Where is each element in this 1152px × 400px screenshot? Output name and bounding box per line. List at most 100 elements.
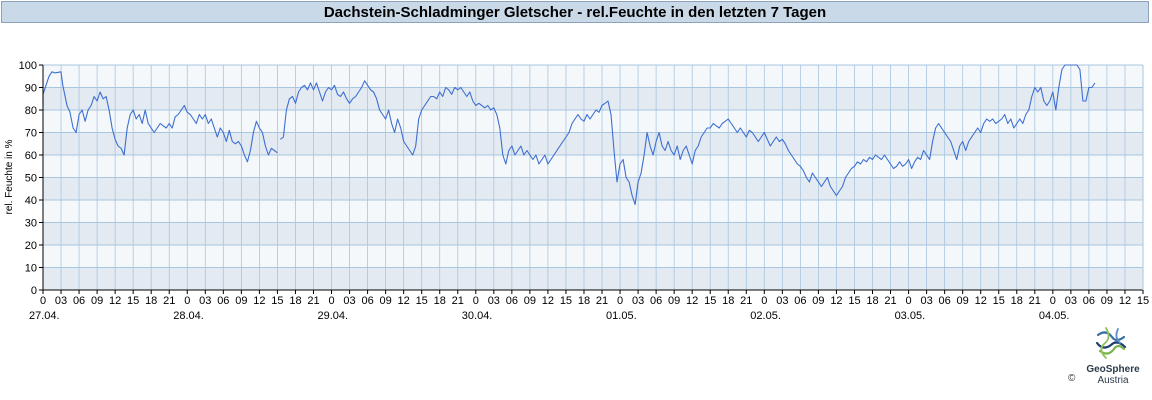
y-tick-labels: 0 10 20 30 40 50 60 70 80 90 100: [19, 60, 37, 297]
x-tick-label: 03: [488, 295, 500, 307]
x-tick-label: 0: [617, 295, 623, 307]
x-tick-label: 12: [542, 295, 554, 307]
x-tick-label: 06: [217, 295, 229, 307]
x-tick-label: 12: [253, 295, 265, 307]
day-labels: 27.04. 28.04. 29.04. 30.04. 01.05. 02.05. 03.0…: [29, 310, 1069, 322]
x-tick-label: 21: [884, 295, 896, 307]
day-label: 01.05.: [606, 310, 637, 322]
x-tick-label: 06: [506, 295, 518, 307]
y-axis-label: rel. Feuchte in %: [4, 139, 15, 214]
series-layer: [42, 64, 1096, 206]
x-tick-label: 0: [906, 295, 912, 307]
x-tick-label: 18: [289, 295, 301, 307]
band-40: [43, 177, 1143, 200]
x-tick-label: 09: [235, 295, 247, 307]
band-20: [43, 222, 1143, 245]
band-60: [43, 132, 1143, 155]
y-tick-label: 30: [25, 218, 37, 230]
x-tick-label: 18: [434, 295, 446, 307]
geosphere-logo-icon: [1095, 327, 1127, 359]
x-tick-label: 18: [722, 295, 734, 307]
day-label: 02.05.: [750, 310, 781, 322]
band-80: [43, 87, 1143, 110]
x-tick-label: 15: [704, 295, 716, 307]
day-label: 28.04.: [173, 310, 204, 322]
x-tick-label: 09: [1101, 295, 1113, 307]
y-tick-label: 20: [25, 240, 37, 252]
y-tick-label: 70: [25, 128, 37, 140]
band-90: [43, 65, 1143, 88]
x-tick-label: 03: [920, 295, 932, 307]
x-tick-label: 21: [307, 295, 319, 307]
humidity-line-segment: [42, 71, 278, 163]
y-tick-label: 80: [25, 105, 37, 117]
band-0: [43, 267, 1143, 290]
x-tick-label: 18: [145, 295, 157, 307]
x-tick-label: 12: [1119, 295, 1131, 307]
y-tick-label: 50: [25, 173, 37, 185]
x-tick-label: 21: [163, 295, 175, 307]
x-tick-label: 09: [524, 295, 536, 307]
day-label: 27.04.: [29, 310, 60, 322]
x-tick-label: 0: [761, 295, 767, 307]
x-tick-label: 15: [848, 295, 860, 307]
band-30: [43, 200, 1143, 223]
x-tick-label: 21: [596, 295, 608, 307]
x-tick-label: 0: [473, 295, 479, 307]
background-bands: [43, 65, 1143, 290]
x-tick-label: 09: [668, 295, 680, 307]
x-tick-label: 0: [1050, 295, 1056, 307]
logo-name-line1: GeoSphere: [1086, 364, 1140, 375]
x-tick-label: 15: [1137, 295, 1149, 307]
x-tick-label: 03: [1065, 295, 1077, 307]
x-tick-label: 15: [127, 295, 139, 307]
x-tick-label: 06: [1083, 295, 1095, 307]
x-tick-label: 03: [199, 295, 211, 307]
x-tick-label: 12: [830, 295, 842, 307]
x-tick-label: 12: [109, 295, 121, 307]
x-tick-label: 03: [632, 295, 644, 307]
y-tick-label: 60: [25, 150, 37, 162]
x-tick-label: 15: [271, 295, 283, 307]
x-tick-label: 06: [73, 295, 85, 307]
band-70: [43, 110, 1143, 133]
x-tick-label: 12: [686, 295, 698, 307]
x-tick-label: 18: [578, 295, 590, 307]
x-tick-label: 0: [184, 295, 190, 307]
x-tick-label: 03: [776, 295, 788, 307]
x-tick-label: 15: [993, 295, 1005, 307]
x-tick-label: 21: [740, 295, 752, 307]
x-tick-labels: 0 03 06 09 12 15 18 21 0 03 06 09 12 15 18 21 0 03 06 09 12 1…: [40, 295, 1149, 307]
chart-title: Dachstein-Schladminger Gletscher - rel.F…: [323, 3, 827, 21]
y-tick-label: 90: [25, 83, 37, 95]
x-tick-label: 18: [866, 295, 878, 307]
copyright-mark: ©: [1068, 373, 1076, 384]
band-50: [43, 155, 1143, 178]
x-tick-label: 12: [398, 295, 410, 307]
x-tick-label: 09: [379, 295, 391, 307]
band-10: [43, 245, 1143, 268]
x-tick-label: 12: [975, 295, 987, 307]
x-tick-label: 0: [40, 295, 46, 307]
x-tick-label: 09: [957, 295, 969, 307]
x-tick-label: 06: [361, 295, 373, 307]
x-tick-label: 03: [55, 295, 67, 307]
x-tick-label: 09: [91, 295, 103, 307]
humidity-line-segment: [280, 64, 1096, 206]
x-tick-label: 03: [343, 295, 355, 307]
day-label: 03.05.: [895, 310, 926, 322]
x-tick-label: 18: [1011, 295, 1023, 307]
x-tick-label: 06: [794, 295, 806, 307]
y-tick-label: 40: [25, 195, 37, 207]
x-tick-label: 06: [939, 295, 951, 307]
x-tick-label: 06: [650, 295, 662, 307]
x-tick-label: 21: [1029, 295, 1041, 307]
y-tick-label: 0: [31, 285, 37, 297]
day-label: 04.05.: [1039, 310, 1070, 322]
logo-name-line2: Austria: [1097, 375, 1129, 386]
x-tick-label: 0: [328, 295, 334, 307]
x-tick-label: 21: [452, 295, 464, 307]
x-tick-label: 09: [812, 295, 824, 307]
day-label: 30.04.: [462, 310, 493, 322]
